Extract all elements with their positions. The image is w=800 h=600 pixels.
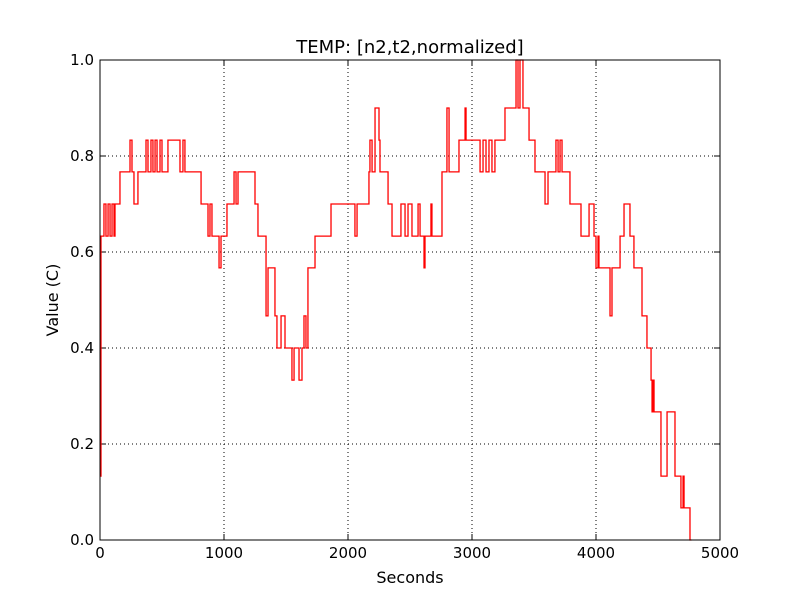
x-tick-label: 2000 [329,544,367,562]
data-line [100,59,692,541]
x-tick-label: 5000 [701,544,739,562]
y-tick-label: 0.2 [70,435,94,453]
x-axis-label: Seconds [376,568,443,587]
y-tick-label: 0.4 [70,339,94,357]
x-tick-label: 3000 [453,544,491,562]
y-tick-label: 0.8 [70,147,94,165]
plot-frame [99,59,721,541]
chart-title: TEMP: [n2,t2,normalized] [295,37,523,58]
y-tick-label: 1.0 [70,51,94,69]
y-axis-label: Value (C) [43,264,62,337]
y-tick-label: 0.6 [70,243,94,261]
x-tick-label: 4000 [577,544,615,562]
y-tick-label: 0.0 [70,531,94,549]
x-tick-label: 1000 [205,544,243,562]
x-tick-label: 0 [95,544,105,562]
